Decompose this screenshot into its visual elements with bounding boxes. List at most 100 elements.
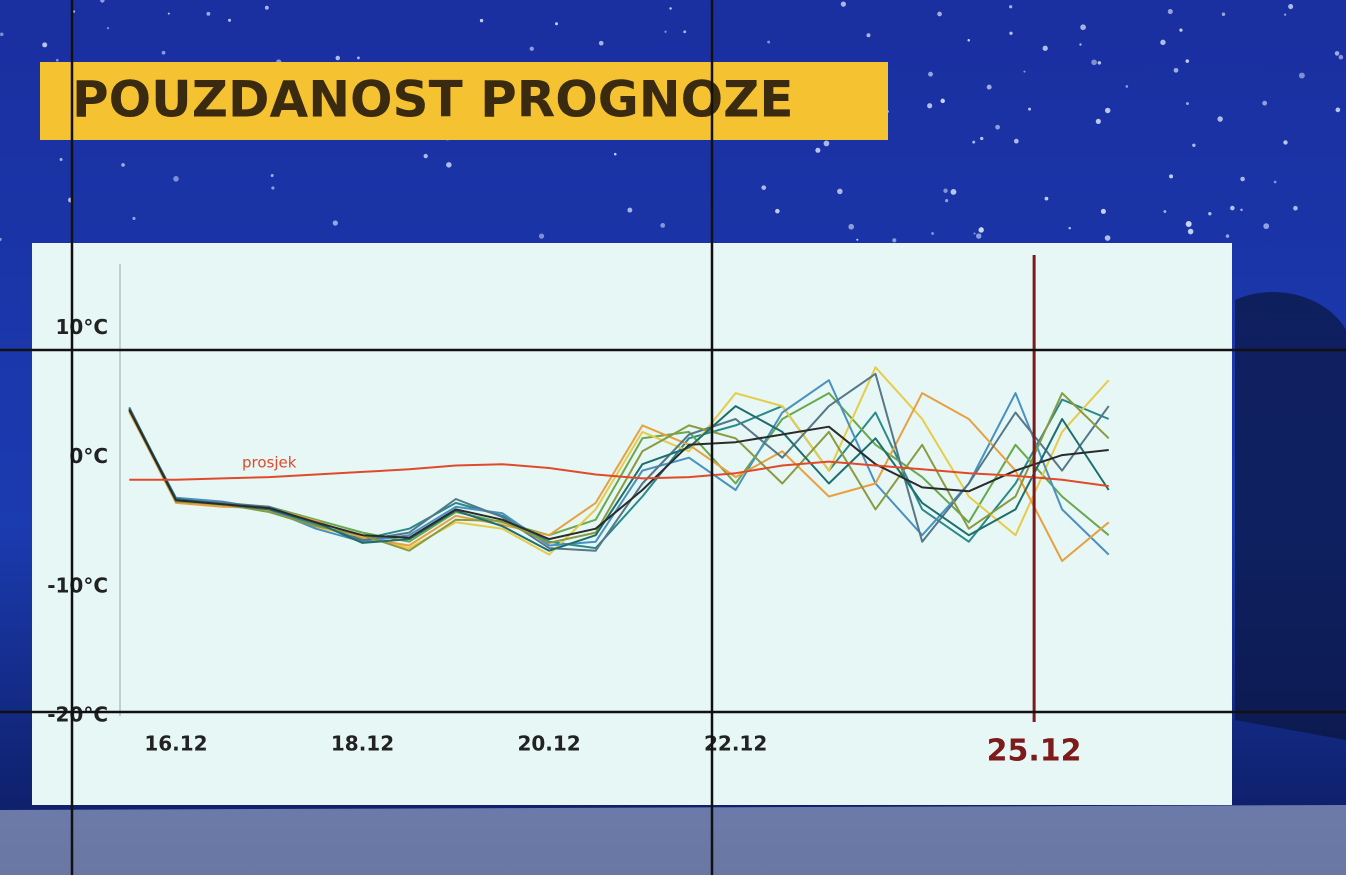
- snowflake: [940, 98, 945, 104]
- snowflake: [1240, 176, 1245, 182]
- snowflake: [840, 1, 847, 7]
- plot: 10°C 0°C -10°C -20°C 16.12 18.12 20.12 22.12 pro…: [47, 255, 1110, 769]
- snowflake: [206, 11, 211, 16]
- snowflake: [1173, 67, 1179, 73]
- chart-panel: [32, 243, 1232, 805]
- snowflake: [761, 185, 767, 190]
- snowflake: [0, 237, 2, 241]
- snowflake: [55, 58, 59, 62]
- snowflake: [1079, 43, 1082, 46]
- snowflake: [264, 5, 269, 10]
- snowflake: [1167, 9, 1173, 15]
- snowflake: [1230, 205, 1235, 211]
- snowflake: [613, 152, 617, 156]
- snowflake: [1262, 100, 1268, 106]
- forecast-line: [128, 392, 1110, 552]
- snowflake: [945, 199, 949, 203]
- snowflake: [823, 140, 830, 147]
- snowflake: [986, 84, 992, 90]
- snowflake: [1080, 24, 1086, 31]
- snowflake: [943, 188, 948, 193]
- snowflake: [683, 30, 687, 34]
- snowflake: [973, 232, 976, 235]
- snowflake: [1335, 107, 1341, 113]
- snowflake: [856, 238, 859, 241]
- snowflake: [173, 176, 179, 182]
- snowflake: [1283, 13, 1287, 16]
- snowflake: [1338, 54, 1344, 60]
- snowflake: [1221, 12, 1226, 16]
- snowflake: [423, 153, 428, 159]
- snowflake: [1169, 174, 1174, 179]
- snowflake: [978, 227, 984, 233]
- snowflake: [1240, 208, 1243, 212]
- snowflake: [767, 40, 771, 44]
- snowflake: [1091, 59, 1097, 66]
- snowflake: [1104, 235, 1111, 241]
- snowflake: [976, 233, 982, 239]
- snowflake: [664, 30, 667, 33]
- snowflake: [270, 173, 274, 177]
- snowflake: [1187, 228, 1194, 235]
- snowflake: [928, 71, 933, 77]
- snowflake: [106, 26, 110, 30]
- snowflake: [1095, 118, 1101, 124]
- forecast-line: [128, 392, 1110, 543]
- snowflake: [1298, 72, 1305, 79]
- snowflake: [132, 216, 136, 221]
- snowflake: [529, 46, 534, 51]
- snowflake: [1097, 61, 1102, 65]
- snowflake: [1013, 138, 1019, 144]
- snowflake: [555, 22, 558, 26]
- snowflake: [1028, 107, 1032, 111]
- snowflake: [892, 238, 897, 243]
- snowflake: [1185, 102, 1189, 106]
- snowflake: [837, 188, 843, 195]
- snowflake: [669, 7, 672, 10]
- snowflake: [1192, 143, 1196, 147]
- snowflake: [42, 42, 48, 48]
- snowflake: [1160, 39, 1166, 46]
- y-tick-label: -20°C: [47, 703, 108, 727]
- x-tick-label: 20.12: [517, 732, 580, 756]
- snowflake: [59, 158, 63, 161]
- line-label: prosjek: [242, 454, 297, 472]
- snowflake: [927, 103, 933, 109]
- ground: [0, 805, 1346, 875]
- snowflake: [1042, 45, 1048, 51]
- snowflake: [1163, 210, 1167, 213]
- snowflake: [1044, 196, 1049, 201]
- snowflake: [446, 162, 452, 168]
- snowflake: [335, 55, 340, 61]
- snowflake: [1185, 59, 1190, 63]
- title-box: [40, 62, 888, 140]
- x-tick-label: 16.12: [144, 732, 207, 756]
- snowflake: [937, 11, 942, 17]
- snowflake: [1283, 140, 1288, 145]
- chart-title: POUZDANOST PROGNOZE: [72, 71, 794, 129]
- snowflake: [1068, 226, 1071, 230]
- snowflake: [332, 220, 338, 226]
- snowflake: [1125, 85, 1129, 88]
- snowflake: [356, 56, 360, 60]
- x-tick-label: 18.12: [331, 732, 394, 756]
- forecast-line: [128, 409, 1109, 541]
- snowflake: [848, 223, 855, 230]
- snowflake: [1263, 223, 1270, 230]
- forecast-line: [128, 398, 1110, 550]
- snowflake: [161, 50, 166, 55]
- snowflake: [598, 40, 604, 46]
- snowflake: [1225, 234, 1230, 238]
- snowflake: [775, 208, 780, 214]
- snowflake: [866, 33, 871, 38]
- snowflake: [1104, 107, 1111, 114]
- snowflake: [0, 32, 4, 37]
- snowflake: [1334, 51, 1340, 56]
- y-tick-label: 0°C: [69, 444, 108, 468]
- x-tick-label: 22.12: [704, 732, 767, 756]
- snowflake: [1288, 4, 1294, 10]
- snowflake: [479, 18, 484, 23]
- snowflake: [1185, 220, 1192, 227]
